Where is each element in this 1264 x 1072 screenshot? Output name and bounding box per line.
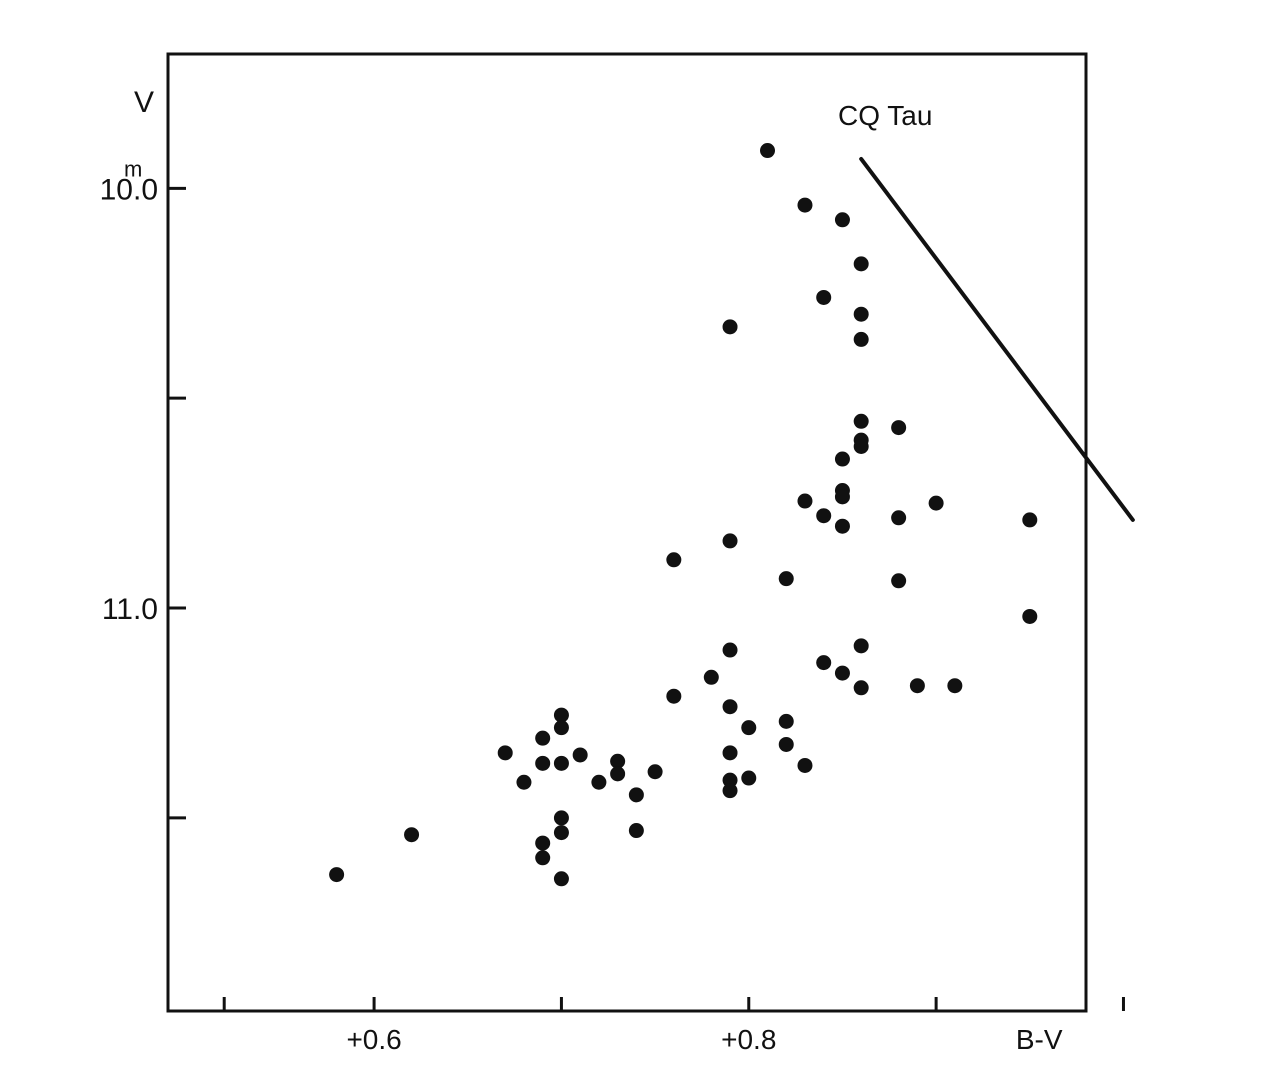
data-point	[404, 827, 420, 843]
x-tick-label: +0.6	[346, 1024, 401, 1055]
data-point	[722, 699, 738, 715]
data-point	[778, 713, 794, 729]
data-point	[834, 665, 850, 681]
data-point	[628, 823, 644, 839]
y-axis-label: V	[134, 86, 154, 119]
data-point	[722, 319, 738, 335]
data-point	[666, 688, 682, 704]
data-point	[797, 197, 813, 213]
chart-title: CQ Tau	[838, 100, 932, 131]
data-point	[891, 420, 907, 436]
y-tick-label: 10.0	[100, 173, 158, 206]
data-point	[778, 571, 794, 587]
x-axis-tick-labels: +0.6 +0.8 B-V	[346, 1024, 1062, 1055]
x-tick-label: B-V	[1016, 1024, 1063, 1055]
data-point	[1022, 512, 1038, 528]
data-point	[928, 495, 944, 511]
data-point	[553, 720, 569, 736]
y-axis-tick-labels: 10.0 11.0	[100, 173, 158, 626]
data-point	[853, 331, 869, 347]
data-point	[891, 510, 907, 526]
reference-line	[859, 156, 1135, 522]
data-point	[535, 850, 551, 866]
data-point	[666, 552, 682, 568]
data-point	[553, 871, 569, 887]
data-point	[891, 573, 907, 589]
data-points	[329, 143, 1038, 887]
data-point	[722, 783, 738, 799]
data-point	[834, 451, 850, 467]
data-point	[497, 745, 513, 761]
data-point	[909, 678, 925, 694]
data-point	[947, 678, 963, 694]
data-point	[760, 143, 776, 159]
data-point	[647, 764, 663, 780]
data-point	[553, 810, 569, 826]
data-point	[610, 753, 626, 769]
data-point	[703, 669, 719, 685]
data-point	[834, 212, 850, 228]
data-point	[535, 730, 551, 746]
data-point	[834, 518, 850, 534]
data-point	[834, 489, 850, 505]
data-point	[535, 755, 551, 771]
y-axis-ticks	[168, 186, 186, 820]
data-point	[797, 757, 813, 773]
x-axis-ticks	[222, 997, 1125, 1011]
plot-frame	[166, 52, 1088, 1013]
data-point	[553, 825, 569, 841]
data-point	[853, 680, 869, 696]
y-unit-superscript: m	[124, 156, 142, 181]
data-point	[572, 747, 588, 763]
data-point	[591, 774, 607, 790]
data-point	[628, 787, 644, 803]
data-point	[516, 774, 532, 790]
data-point	[778, 736, 794, 752]
data-point	[741, 720, 757, 736]
data-point	[1022, 608, 1038, 624]
data-point	[853, 638, 869, 654]
data-point	[797, 493, 813, 509]
data-point	[853, 306, 869, 322]
data-point	[853, 413, 869, 429]
data-point	[610, 766, 626, 782]
data-point	[722, 745, 738, 761]
data-point	[816, 508, 832, 524]
y-tick-label: 11.0	[102, 593, 158, 626]
data-point	[816, 655, 832, 671]
data-point	[722, 642, 738, 658]
data-point	[722, 533, 738, 549]
data-point	[535, 835, 551, 851]
data-point	[816, 289, 832, 305]
x-tick-label: +0.8	[721, 1024, 776, 1055]
data-point	[329, 867, 345, 883]
data-point	[553, 707, 569, 723]
data-point	[741, 770, 757, 786]
data-point	[853, 438, 869, 454]
data-point	[553, 755, 569, 771]
data-point	[722, 772, 738, 788]
data-point	[853, 256, 869, 272]
